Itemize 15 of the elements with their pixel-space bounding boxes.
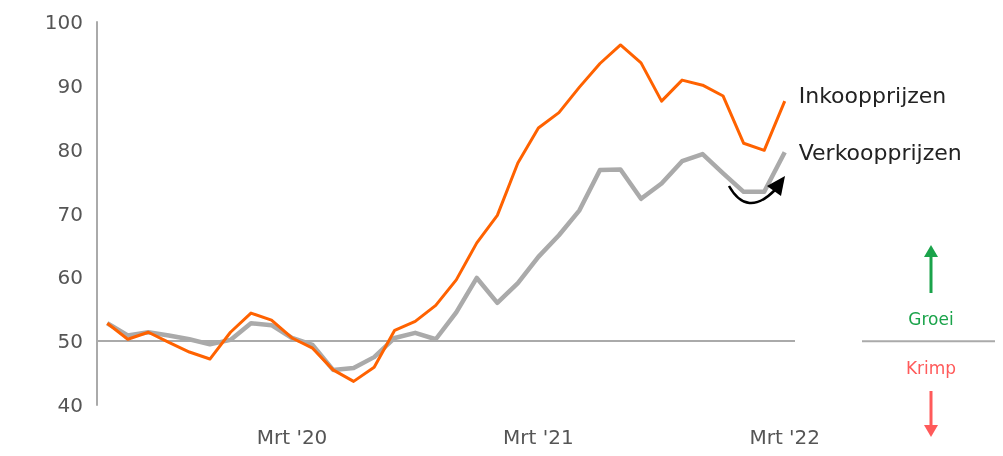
series-label: Verkoopprijzen [798, 139, 962, 165]
line-series [105, 43, 787, 383]
x-tick-label: Mrt '20 [256, 425, 328, 449]
y-tick-label: 40 [57, 393, 83, 417]
text: Krimp [905, 358, 957, 379]
x-tick-label: Mrt '22 [749, 425, 821, 449]
y-tick-label: 70 [57, 201, 83, 226]
y-tick-label: 100 [44, 10, 83, 34]
y-tick-label: 60 [57, 265, 83, 290]
text: Groei [908, 309, 954, 330]
x-tick-label: Mrt '21 [503, 425, 574, 449]
series-label: Inkoopprijzen [798, 82, 947, 108]
y-tick-label: 50 [57, 329, 83, 354]
y-tick-label: 90 [57, 73, 83, 98]
y-tick-label: 80 [57, 137, 83, 162]
